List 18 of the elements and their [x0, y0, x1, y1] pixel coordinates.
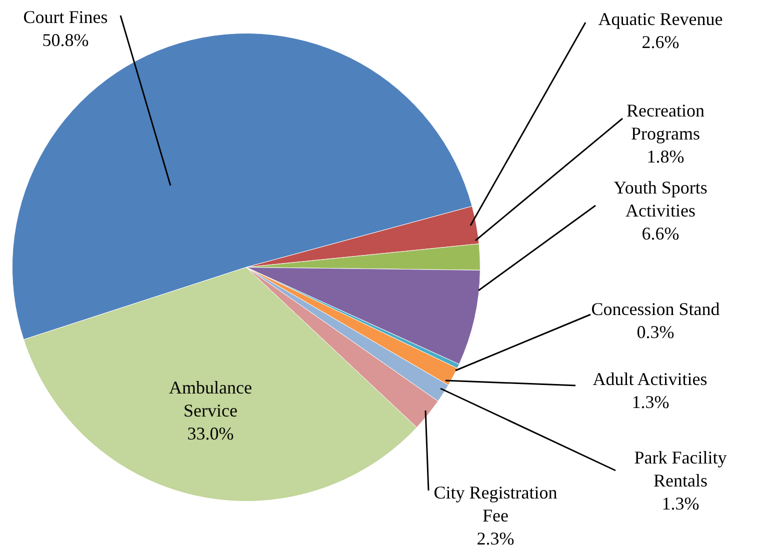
slice-label: Court Fines	[23, 7, 108, 27]
data-label: 33.0%	[187, 424, 234, 444]
slice-label: Park Facility Rentals	[634, 448, 727, 490]
data-label: 1.3%	[662, 494, 700, 514]
data-label: 1.8%	[646, 146, 684, 166]
slice-label: Ambulance Service	[169, 378, 252, 420]
data-label: 1.3%	[632, 392, 670, 412]
slice-label: Youth Sports Activities	[614, 178, 708, 220]
slice-label: Recreation Programs	[626, 100, 704, 144]
slice-label: City Registration Fee	[434, 482, 558, 526]
data-label: 6.6%	[642, 224, 680, 244]
data-label: 0.3%	[636, 322, 674, 342]
data-label: 50.8%	[42, 30, 89, 50]
slice-label: Concession Stand	[591, 299, 720, 319]
slice-label: Aquatic Revenue	[598, 9, 723, 29]
data-label: 2.6%	[642, 32, 680, 52]
slice-label: Adult Activities	[592, 369, 708, 389]
data-label: 2.3%	[476, 528, 514, 548]
